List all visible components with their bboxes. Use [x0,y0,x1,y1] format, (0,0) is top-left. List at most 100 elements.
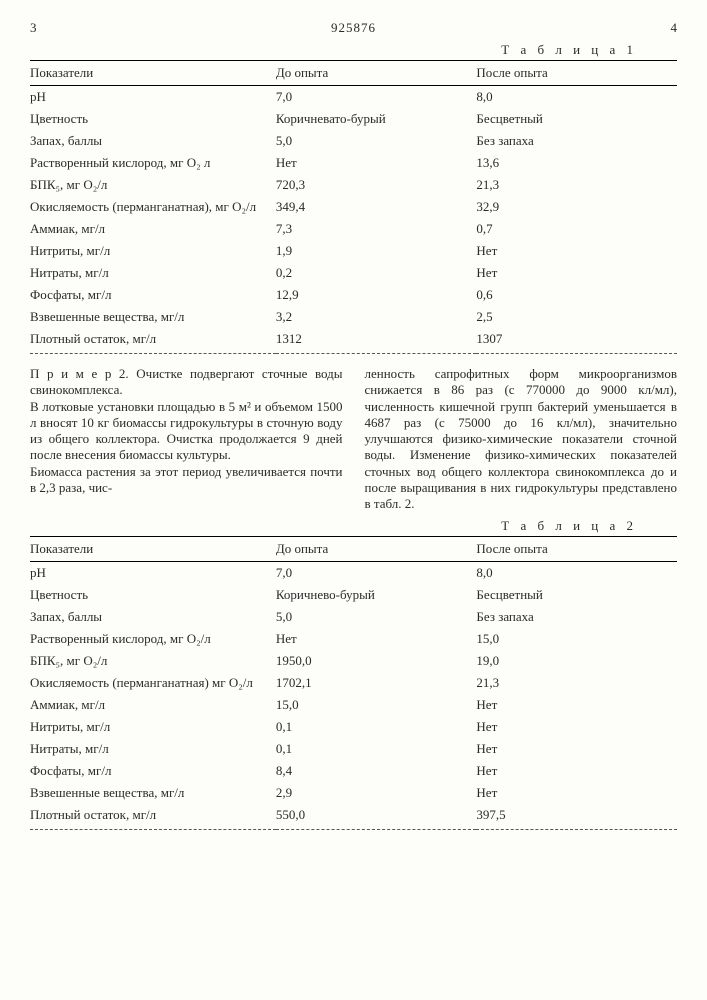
table-cell: 349,4 [276,196,477,218]
table-cell: 0,2 [276,262,477,284]
table-cell: Бесцветный [476,108,677,130]
table-2: Показатели До опыта После опыта pH7,08,0… [30,536,677,830]
table-row: ЦветностьКоричневато-бурыйБесцветный [30,108,677,130]
table-cell: 720,3 [276,174,477,196]
left-page-number: 3 [30,20,60,36]
table1-col-after: После опыта [476,61,677,86]
table-cell: 1,9 [276,240,477,262]
table-cell: Окисляемость (перманганатная), мг O₂/л [30,196,276,218]
table-cell: 1312 [276,328,477,354]
table-cell: 15,0 [476,628,677,650]
body-text: П р и м е р 2. Очистке подвергают сточны… [30,366,677,512]
table-cell: Нет [276,152,477,174]
table-row: Взвешенные вещества, мг/л3,22,5 [30,306,677,328]
table-cell: 0,7 [476,218,677,240]
table-row: Нитриты, мг/л1,9Нет [30,240,677,262]
table-cell: Окисляемость (перманганатная) мг O₂/л [30,672,276,694]
table-cell: 13,6 [476,152,677,174]
table-cell: Плотный остаток, мг/л [30,804,276,830]
table-cell: Коричневато-бурый [276,108,477,130]
table-cell: 21,3 [476,174,677,196]
table-cell: 15,0 [276,694,477,716]
table-cell: 21,3 [476,672,677,694]
table-cell: Взвешенные вещества, мг/л [30,306,276,328]
table-cell: Коричнево-бурый [276,584,477,606]
table-cell: 550,0 [276,804,477,830]
table-cell: Нитраты, мг/л [30,738,276,760]
table-cell: Нет [476,782,677,804]
table-row: БПК₅, мг O₂/л1950,019,0 [30,650,677,672]
table-cell: 19,0 [476,650,677,672]
table-cell: Нет [476,760,677,782]
document-number: 925876 [60,20,647,36]
table2-col-after: После опыта [476,537,677,562]
table-cell: 1950,0 [276,650,477,672]
table-cell: Нет [476,716,677,738]
table-cell: БПК₅, мг O₂/л [30,650,276,672]
table-cell: pH [30,562,276,585]
table-cell: Нет [476,738,677,760]
table-cell: 2,5 [476,306,677,328]
table-row: Окисляемость (перманганатная) мг O₂/л170… [30,672,677,694]
table-row: Аммиак, мг/л15,0Нет [30,694,677,716]
table-row: Плотный остаток, мг/л550,0397,5 [30,804,677,830]
table-cell: 397,5 [476,804,677,830]
table-cell: Без запаха [476,606,677,628]
table-row: Фосфаты, мг/л12,90,6 [30,284,677,306]
page-header: 3 925876 4 [30,20,677,36]
table-row: Нитраты, мг/л0,1Нет [30,738,677,760]
table-cell: 7,0 [276,86,477,109]
table-cell: Нитриты, мг/л [30,716,276,738]
table-cell: 0,6 [476,284,677,306]
table-row: Фосфаты, мг/л8,4Нет [30,760,677,782]
table-cell: 5,0 [276,606,477,628]
table-cell: Нет [476,262,677,284]
table-row: Нитриты, мг/л0,1Нет [30,716,677,738]
table-cell: БПК₅, мг O₂/л [30,174,276,196]
table2-col-before: До опыта [276,537,477,562]
table-row: pH7,08,0 [30,562,677,585]
table-cell: Фосфаты, мг/л [30,760,276,782]
body-right-column: ленность сапрофитных форм микроорганизмо… [365,366,678,512]
table1-col-param: Показатели [30,61,276,86]
table-cell: 1702,1 [276,672,477,694]
table-cell: Цветность [30,108,276,130]
table-row: ЦветностьКоричнево-бурыйБесцветный [30,584,677,606]
table-cell: Аммиак, мг/л [30,218,276,240]
table-cell: Запах, баллы [30,130,276,152]
table-cell: Без запаха [476,130,677,152]
table-cell: 1307 [476,328,677,354]
table-cell: Взвешенные вещества, мг/л [30,782,276,804]
table-cell: Запах, баллы [30,606,276,628]
table-cell: 8,0 [476,86,677,109]
table-row: Нитраты, мг/л0,2Нет [30,262,677,284]
table-cell: Плотный остаток, мг/л [30,328,276,354]
table-cell: Нет [476,694,677,716]
table-cell: Нитраты, мг/л [30,262,276,284]
table-row: Запах, баллы5,0Без запаха [30,606,677,628]
table-cell: Растворенный кислород, мг O₂ л [30,152,276,174]
table-cell: 7,3 [276,218,477,240]
table-row: Окисляемость (перманганатная), мг O₂/л34… [30,196,677,218]
table1-col-before: До опыта [276,61,477,86]
table1-caption: Т а б л и ц а 1 [30,42,637,58]
right-page-number: 4 [647,20,677,36]
body-left-column: П р и м е р 2. Очистке подвергают сточны… [30,366,343,512]
table-cell: Нитриты, мг/л [30,240,276,262]
table-cell: 2,9 [276,782,477,804]
table-cell: Нет [476,240,677,262]
table2-col-param: Показатели [30,537,276,562]
table-cell: 0,1 [276,716,477,738]
table-cell: 7,0 [276,562,477,585]
table-cell: pH [30,86,276,109]
table2-caption: Т а б л и ц а 2 [30,518,637,534]
table-cell: Фосфаты, мг/л [30,284,276,306]
table-cell: 0,1 [276,738,477,760]
table-cell: Аммиак, мг/л [30,694,276,716]
table-cell: Цветность [30,584,276,606]
table-cell: Нет [276,628,477,650]
table-row: Плотный остаток, мг/л13121307 [30,328,677,354]
table-row: Растворенный кислород, мг O₂/лНет15,0 [30,628,677,650]
table-cell: 8,4 [276,760,477,782]
table-row: Взвешенные вещества, мг/л2,9Нет [30,782,677,804]
